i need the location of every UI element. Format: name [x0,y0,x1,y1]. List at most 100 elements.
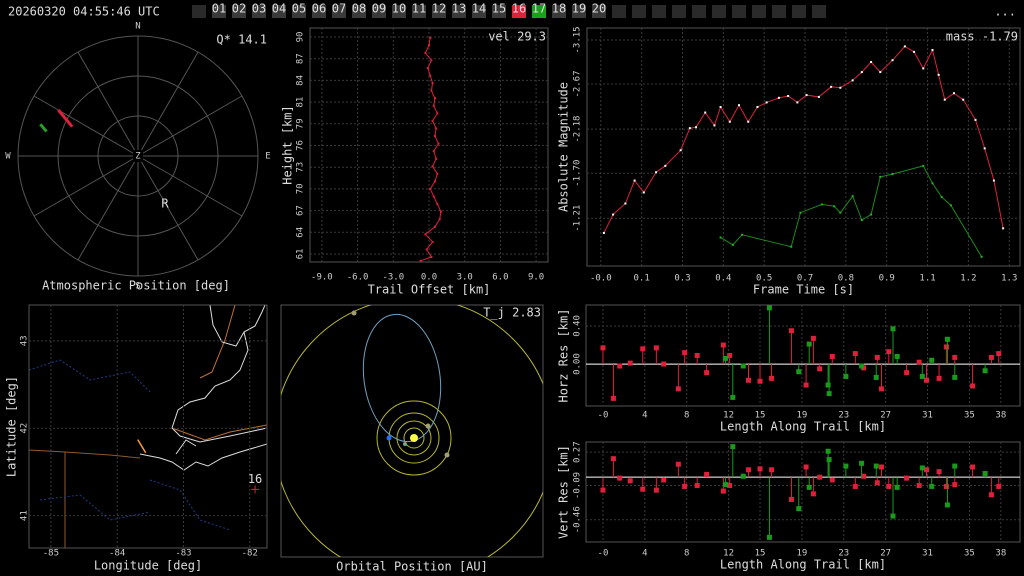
residual-point [675,386,681,392]
station-box [612,5,626,18]
x-tick-label: 31 [922,411,933,421]
residual-point [944,502,950,508]
x-tick-label: -83 [175,549,191,559]
residual-point [890,513,896,519]
x-tick-label: 19 [796,549,807,559]
station-box [352,5,366,18]
data-point [719,236,722,239]
station-box [272,5,286,18]
x-tick-label: 0.7 [797,274,813,284]
menu[interactable]: ... [994,5,1016,19]
station-label: 07 [332,2,346,16]
residual-point [873,374,879,380]
data-point [728,120,731,123]
data-point [431,82,434,85]
y-tick-label: 73 [296,162,306,173]
residual-point [878,464,884,470]
x-tick-label: 12 [723,549,734,559]
data-point [860,71,863,74]
residual-point [653,345,659,351]
data-point [424,51,427,54]
label-bg [3,150,13,162]
x-tick-label: 0.3 [674,274,690,284]
polar-spoke [137,51,199,157]
residual-point [810,491,816,497]
polar-spoke [33,95,139,157]
station-label: 04 [272,2,286,16]
y-axis-title: Horz Res [km] [557,309,571,403]
data-point [937,73,940,76]
y-tick-label: 79 [296,118,306,129]
data-line [603,45,1004,234]
data-point [429,187,432,190]
data-point [805,94,808,97]
station-box [192,5,206,18]
x-tick-label: 1.2 [960,274,976,284]
timestamp: 20260320 04:55:46 UTC [8,5,160,19]
station-label: 16 [512,2,526,16]
residual-point [852,483,858,489]
y-tick-label: 67 [296,205,306,216]
data-point [839,211,842,214]
data-point [602,231,605,234]
orbit-diagram [281,305,543,557]
data-point [756,106,759,109]
residual-point [694,483,700,489]
x-tick-label: 27 [880,549,891,559]
data-point [817,95,820,98]
residual-point [806,341,812,347]
residual-point [923,467,929,473]
meteor-track [57,109,74,128]
data-point [738,104,741,107]
residual-point [952,354,958,360]
residual-point [675,461,681,467]
y-tick-label: 0.40 [573,315,583,337]
residual-point [806,484,812,490]
residual-point [936,375,942,381]
data-point [962,98,965,101]
station-box [332,5,346,18]
data-point [428,44,430,47]
residual-point [727,483,733,489]
data-point [429,36,432,39]
station-box [252,5,266,18]
residual-point [944,336,950,342]
residual-point [929,357,935,363]
residual-point [661,361,667,367]
data-point [777,96,780,99]
residual-point [886,349,892,355]
residual-point [704,370,710,376]
data-point [713,124,716,127]
residual-point [746,377,752,383]
residual-point [943,344,949,350]
residual-point [617,363,623,369]
direction-label: S [135,282,140,292]
residual-point [730,394,736,400]
residual-point [661,477,667,483]
x-axis-title: Length Along Trail [km] [720,420,886,434]
data-point [424,233,427,236]
residual-point [890,326,896,332]
data-point [747,120,750,123]
residual-point [600,487,606,493]
station-label: 15 [492,2,506,16]
data-point [612,213,615,216]
data-point [624,202,627,205]
station-box [652,5,666,18]
residual-point [817,366,823,372]
residual-point [746,467,752,473]
data-point [943,98,946,101]
data-point [830,85,833,88]
y-tick-label: 90 [296,32,306,43]
residual-point [766,305,772,311]
station-box [712,5,726,18]
y-tick-label: -0.46 [573,506,583,533]
residual-point [803,464,809,470]
data-point [655,171,658,174]
residual-point [817,474,823,480]
polar-spoke [77,155,139,261]
station-box [412,5,426,18]
station-box [292,5,306,18]
residual-point [852,351,858,357]
residual-point [826,391,832,397]
